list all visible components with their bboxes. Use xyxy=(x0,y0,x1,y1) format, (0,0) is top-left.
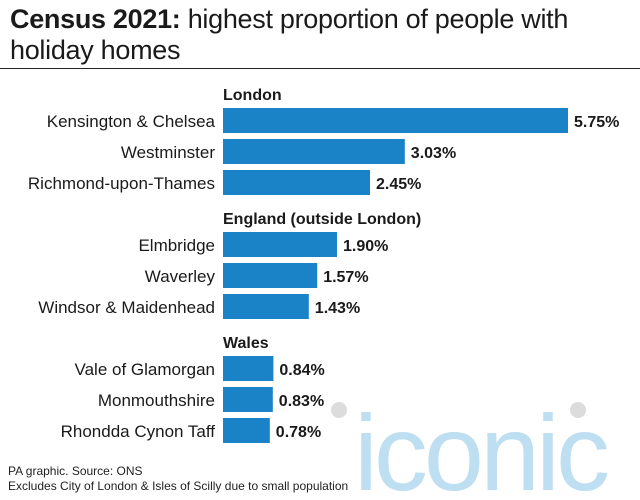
value-label: 5.75% xyxy=(574,114,619,131)
value-label: 2.45% xyxy=(376,176,421,193)
bar xyxy=(223,170,370,195)
bar xyxy=(223,139,405,164)
title-bold: Census 2021: xyxy=(10,4,181,34)
title-divider xyxy=(0,68,640,69)
group-heading: London xyxy=(223,87,282,104)
bar xyxy=(223,108,568,133)
exclusion-note: Excludes City of London & Isles of Scill… xyxy=(8,479,349,493)
category-label: Richmond-upon-Thames xyxy=(28,174,215,193)
value-label: 0.78% xyxy=(276,424,321,441)
value-label: 1.57% xyxy=(323,269,368,286)
category-label: Vale of Glamorgan xyxy=(75,360,215,379)
category-label: Monmouthshire xyxy=(98,391,215,410)
bar xyxy=(223,263,318,288)
bar xyxy=(223,294,309,319)
bar xyxy=(223,387,273,412)
category-label: Kensington & Chelsea xyxy=(47,112,216,131)
value-label: 0.83% xyxy=(279,393,324,410)
group-heading: England (outside London) xyxy=(223,211,421,228)
chart-title: Census 2021: highest proportion of peopl… xyxy=(10,4,630,66)
footer: PA graphic. Source: ONS Excludes City of… xyxy=(8,464,348,494)
title-rest: highest proportion of people with holida… xyxy=(10,4,569,65)
category-label: Rhondda Cynon Taff xyxy=(61,422,216,441)
value-label: 0.84% xyxy=(279,362,324,379)
bar xyxy=(223,418,270,443)
category-label: Windsor & Maidenhead xyxy=(38,298,215,317)
value-label: 1.43% xyxy=(315,300,360,317)
bar xyxy=(223,356,274,381)
category-label: Westminster xyxy=(121,143,215,162)
value-label: 1.90% xyxy=(343,238,388,255)
bar-chart: London Kensington & Chelsea 5.75% Westminst… xyxy=(28,87,619,443)
category-label: Elmbridge xyxy=(138,236,215,255)
group-heading: Wales xyxy=(223,335,269,352)
bar xyxy=(223,232,337,257)
value-label: 3.03% xyxy=(411,145,456,162)
source-note: PA graphic. Source: ONS xyxy=(8,464,143,478)
category-label: Waverley xyxy=(145,267,216,286)
